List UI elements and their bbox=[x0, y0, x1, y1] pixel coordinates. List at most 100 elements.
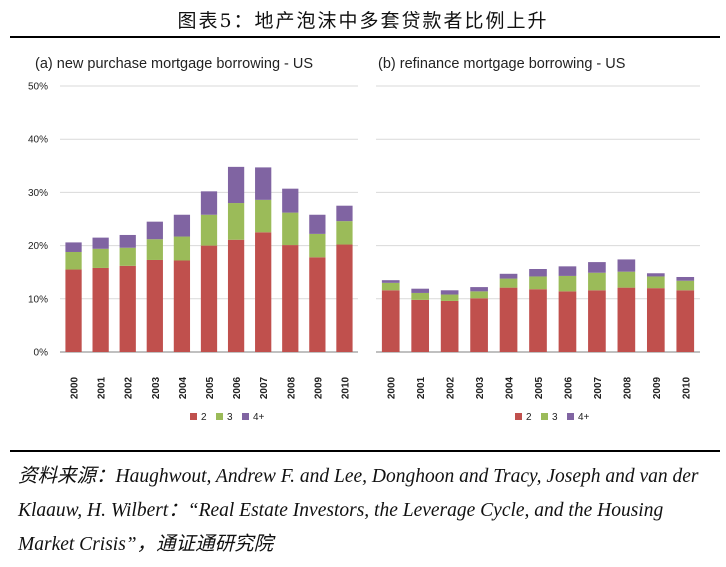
legend-label-4+: 4+ bbox=[578, 412, 590, 423]
x-tick-label: 2002 bbox=[124, 376, 135, 399]
bar-segment-4+ bbox=[499, 273, 518, 279]
bar-segment-4+ bbox=[676, 276, 695, 281]
legend-swatch-3 bbox=[216, 413, 223, 420]
x-tick-label: 2005 bbox=[205, 376, 216, 399]
bar-segment-2 bbox=[381, 290, 400, 352]
x-tick-label: 2003 bbox=[475, 376, 486, 399]
x-tick-label: 2001 bbox=[416, 376, 427, 399]
x-tick-label: 2000 bbox=[387, 376, 398, 399]
x-tick-label: 2004 bbox=[505, 376, 516, 399]
bar-segment-2 bbox=[119, 265, 136, 352]
bar-segment-4+ bbox=[411, 288, 430, 293]
y-tick-label: 20% bbox=[28, 241, 48, 252]
bar-segment-4+ bbox=[336, 205, 353, 222]
bar-segment-2 bbox=[92, 267, 109, 352]
bar-segment-3 bbox=[529, 276, 547, 290]
bar-segment-4+ bbox=[146, 221, 163, 240]
x-tick-label: 2000 bbox=[70, 376, 81, 399]
bar-segment-2 bbox=[588, 290, 606, 352]
bar-segment-4+ bbox=[200, 191, 218, 215]
bar-segment-2 bbox=[227, 239, 245, 352]
bar-segment-2 bbox=[646, 288, 665, 352]
chart-a-title: (a) new purchase mortgage borrowing - US bbox=[35, 56, 313, 72]
legend-label-2: 2 bbox=[526, 412, 532, 423]
legend-label-3: 3 bbox=[552, 412, 558, 423]
bar-segment-2 bbox=[617, 287, 636, 352]
bar-segment-3 bbox=[92, 248, 109, 268]
bar-segment-2 bbox=[282, 245, 299, 352]
bar-segment-4+ bbox=[282, 188, 299, 213]
bar-segment-2 bbox=[200, 245, 218, 352]
bar-segment-4+ bbox=[440, 290, 459, 295]
bar-segment-2 bbox=[529, 289, 547, 352]
bar-segment-2 bbox=[65, 269, 82, 352]
source-publisher: 通证通研究院 bbox=[156, 534, 274, 555]
x-tick-label: 2009 bbox=[652, 376, 663, 399]
bar-segment-2 bbox=[558, 291, 577, 352]
bar-segment-3 bbox=[381, 282, 400, 291]
figure-title: 图表5：地产泡沫中多套贷款者比例上升 bbox=[177, 10, 549, 32]
bar-segment-3 bbox=[255, 199, 272, 233]
bar-segment-3 bbox=[65, 251, 82, 270]
bar-segment-2 bbox=[309, 257, 326, 352]
chart-b-title: (b) refinance mortgage borrowing - US bbox=[378, 56, 625, 72]
bar-segment-3 bbox=[336, 221, 353, 245]
bar-segment-3 bbox=[617, 271, 636, 288]
stacked-bar-charts: (a) new purchase mortgage borrowing - US… bbox=[28, 56, 700, 423]
top-rule bbox=[10, 36, 720, 38]
bar-segment-3 bbox=[558, 275, 577, 292]
bar-segment-2 bbox=[255, 232, 272, 352]
bar-segment-4+ bbox=[617, 259, 636, 272]
bar-segment-3 bbox=[146, 239, 163, 260]
bar-segment-2 bbox=[146, 259, 163, 352]
bar-segment-3 bbox=[499, 278, 518, 288]
bar-segment-2 bbox=[470, 298, 488, 352]
x-tick-label: 2008 bbox=[286, 376, 297, 399]
legend-label-4+: 4+ bbox=[253, 412, 265, 423]
bar-segment-4+ bbox=[470, 287, 488, 292]
y-tick-label: 50% bbox=[28, 82, 48, 93]
bar-segment-4+ bbox=[173, 214, 191, 237]
bar-segment-2 bbox=[499, 287, 518, 352]
legend-swatch-4+ bbox=[567, 413, 574, 420]
x-tick-label: 2001 bbox=[97, 376, 108, 399]
legend-label-3: 3 bbox=[227, 412, 233, 423]
bar-segment-3 bbox=[411, 292, 430, 300]
source-text: Haughwout, Andrew F. and Lee, Donghoon a… bbox=[18, 466, 699, 555]
legend-swatch-4+ bbox=[242, 413, 249, 420]
x-tick-label: 2007 bbox=[593, 376, 604, 399]
legend-swatch-3 bbox=[541, 413, 548, 420]
x-tick-label: 2006 bbox=[563, 376, 574, 399]
bar-segment-3 bbox=[440, 294, 459, 301]
bar-segment-3 bbox=[646, 276, 665, 289]
bar-segment-3 bbox=[470, 291, 488, 299]
bar-segment-3 bbox=[309, 233, 326, 258]
x-tick-label: 2003 bbox=[151, 376, 162, 399]
bar-segment-4+ bbox=[227, 166, 245, 204]
x-tick-label: 2008 bbox=[622, 376, 633, 399]
bottom-rule bbox=[10, 450, 720, 452]
bar-segment-4+ bbox=[65, 242, 82, 252]
legend-label-2: 2 bbox=[201, 412, 207, 423]
x-tick-label: 2005 bbox=[534, 376, 545, 399]
bar-segment-4+ bbox=[92, 237, 109, 249]
bar-segment-4+ bbox=[255, 167, 272, 200]
y-tick-label: 0% bbox=[34, 348, 49, 359]
bar-segment-4+ bbox=[381, 280, 400, 283]
bar-segment-4+ bbox=[529, 269, 547, 277]
x-tick-label: 2002 bbox=[446, 376, 457, 399]
bar-segment-4+ bbox=[646, 273, 665, 277]
source-prefix: 资料来源： bbox=[18, 466, 116, 487]
bar-segment-3 bbox=[200, 214, 218, 246]
bar-segment-2 bbox=[173, 260, 191, 352]
bar-segment-3 bbox=[588, 272, 606, 291]
bar-segment-3 bbox=[173, 236, 191, 261]
bar-segment-2 bbox=[676, 290, 695, 352]
y-tick-label: 30% bbox=[28, 188, 48, 199]
x-tick-label: 2010 bbox=[681, 376, 692, 399]
bar-segment-3 bbox=[676, 280, 695, 291]
x-tick-label: 2007 bbox=[259, 376, 270, 399]
bar-segment-4+ bbox=[588, 262, 606, 273]
bar-segment-3 bbox=[282, 212, 299, 246]
x-tick-label: 2004 bbox=[178, 376, 189, 399]
